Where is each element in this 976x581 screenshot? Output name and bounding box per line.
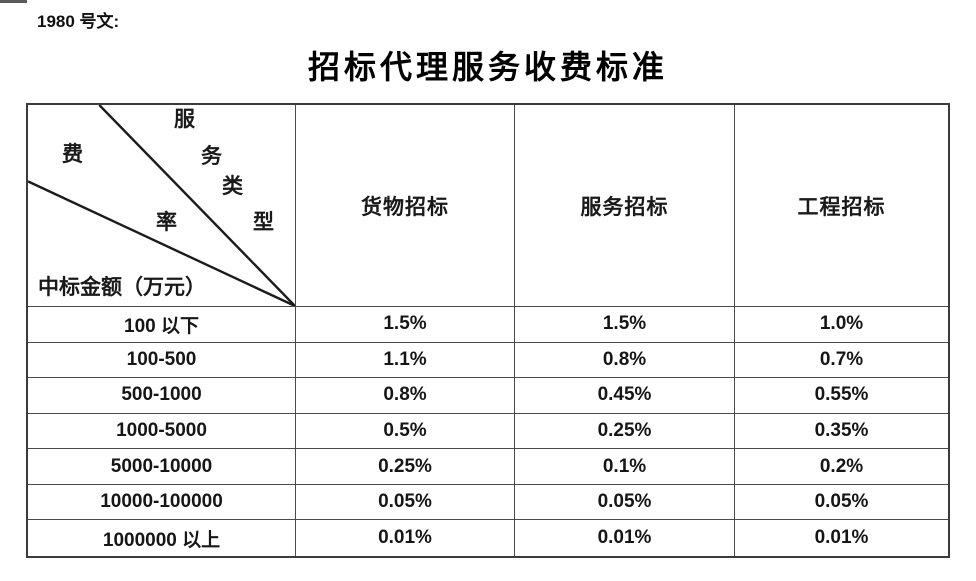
rate-cell: 0.25%: [296, 449, 515, 485]
column-header-goods: 货物招标: [296, 105, 515, 307]
amount-cell: 500-1000: [28, 378, 296, 414]
corner-service-type-char: 务: [201, 144, 222, 168]
amount-cell: 1000000 以上: [28, 520, 296, 556]
rate-cell: 0.45%: [515, 378, 735, 414]
amount-cell: 1000-5000: [28, 413, 296, 450]
diagonal-line-bottom: [28, 180, 295, 306]
rate-cell: 1.5%: [515, 307, 735, 343]
rate-cell: 0.1%: [515, 449, 735, 485]
rate-cell: 1.0%: [735, 307, 948, 343]
rate-cell: 1.1%: [296, 342, 515, 379]
rate-cell: 0.8%: [296, 378, 515, 414]
amount-cell: 5000-10000: [28, 449, 296, 485]
rate-cell: 0.35%: [735, 414, 948, 450]
amount-cell: 100-500: [28, 342, 296, 379]
rate-cell: 0.2%: [735, 449, 948, 485]
amount-cell: 10000-100000: [28, 484, 296, 521]
amount-cell: 100 以下: [28, 307, 296, 343]
column-header-engineering: 工程招标: [735, 105, 948, 307]
corner-service-type-char: 型: [253, 210, 274, 234]
rate-cell: 0.05%: [515, 484, 735, 521]
rate-cell: 0.25%: [515, 413, 735, 450]
column-header-services: 服务招标: [515, 105, 735, 307]
page-title: 招标代理服务收费标准: [307, 49, 668, 85]
diagonal-line-top: [98, 105, 295, 306]
rate-cell: 0.05%: [735, 485, 948, 521]
rate-cell: 0.01%: [515, 520, 735, 556]
rate-cell: 0.01%: [296, 520, 515, 556]
fee-table: 服 务 类 型 费 率 中标金额（万元） 货物招标 服务招标 工程招标 100 …: [26, 103, 950, 558]
diagonal-divider-lines: [28, 105, 295, 306]
scan-artifact-line: [0, 0, 27, 3]
rate-cell: 0.01%: [814, 527, 869, 549]
doc-number: 1980 号文:: [37, 12, 120, 31]
rate-cell: 0.8%: [515, 342, 735, 379]
rate-cell: 0.55%: [735, 378, 948, 414]
corner-fee-rate-char: 费: [62, 142, 83, 166]
rate-cell: 0.05%: [296, 484, 515, 521]
rate-cell: 1.5%: [296, 307, 515, 343]
corner-service-type-char: 类: [222, 174, 243, 198]
rate-cell: 0.7%: [735, 343, 948, 379]
corner-fee-rate-char: 率: [156, 210, 177, 234]
corner-service-type-char: 服: [174, 107, 195, 131]
row-axis-label: 中标金额（万元）: [38, 275, 206, 299]
corner-cell: 服 务 类 型 费 率 中标金额（万元）: [28, 105, 296, 307]
rate-cell: 0.5%: [296, 413, 515, 450]
